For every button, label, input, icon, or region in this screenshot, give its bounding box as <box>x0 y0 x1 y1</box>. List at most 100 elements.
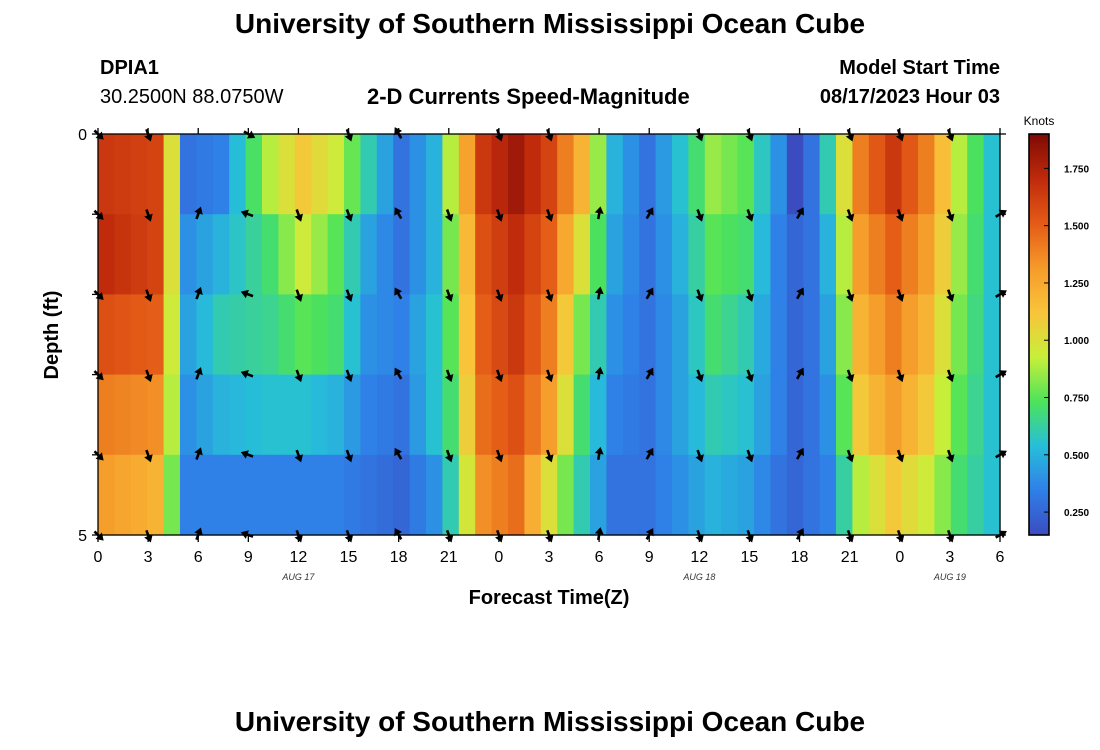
heatmap-cell <box>540 454 558 536</box>
heatmap-cell <box>475 374 493 456</box>
heatmap-cell <box>590 294 607 376</box>
y-axis-label: Depth (ft) <box>41 291 63 380</box>
heatmap-cell <box>147 294 165 376</box>
heatmap-cell <box>852 454 870 536</box>
current-arrow <box>194 367 203 380</box>
heatmap-cell <box>557 454 575 536</box>
heatmap-cell <box>688 134 706 215</box>
heatmap-cell <box>672 454 689 536</box>
heatmap-cell <box>672 294 689 376</box>
heatmap-cell <box>721 374 739 456</box>
current-arrow <box>344 209 354 222</box>
heatmap-cell <box>458 374 476 456</box>
footer-title: University of Southern Mississippi Ocean… <box>234 706 866 737</box>
heatmap-cell <box>311 294 329 376</box>
heatmap-cell <box>918 214 935 295</box>
heatmap-cell <box>229 294 247 376</box>
heatmap-cell <box>983 214 1001 295</box>
heatmap-cell <box>803 214 821 295</box>
heatmap-cell <box>754 134 771 215</box>
current-arrow <box>240 289 254 299</box>
heatmap-cell <box>114 214 132 295</box>
current-arrow <box>695 369 704 383</box>
heatmap-cell <box>114 454 132 536</box>
current-arrow <box>194 206 203 220</box>
heatmap-cell <box>508 134 525 215</box>
heatmap-cell <box>327 134 345 215</box>
heatmap-cell <box>344 214 361 295</box>
current-arrow <box>495 449 504 463</box>
heatmap-cell <box>344 374 361 456</box>
heatmap-cell <box>278 134 296 215</box>
heatmap-cell <box>245 454 263 536</box>
heatmap-cell <box>409 134 427 215</box>
current-arrow <box>895 209 905 222</box>
heatmap-cell <box>639 214 657 295</box>
colorbar-tick-label: 0.750 <box>1064 394 1089 405</box>
current-arrow <box>645 367 654 380</box>
heatmap-cell <box>196 134 214 215</box>
heatmap-cell <box>967 134 985 215</box>
heatmap-cell <box>426 214 443 295</box>
heatmap-cell <box>294 454 312 536</box>
heatmap-cell <box>852 134 870 215</box>
heatmap-cell <box>590 374 607 456</box>
heatmap-cell <box>163 454 181 536</box>
heatmap-cell <box>327 454 345 536</box>
heatmap-cell <box>770 454 788 536</box>
heatmap-cell <box>983 374 1001 456</box>
heatmap-cell <box>868 294 886 376</box>
heatmap-cell <box>754 454 771 536</box>
current-arrow <box>394 287 403 300</box>
heatmap-cell <box>426 374 443 456</box>
heatmap-cell <box>688 374 706 456</box>
heatmap-cell <box>163 374 181 456</box>
heatmap-cell <box>130 374 148 456</box>
heatmap-cell <box>262 134 279 215</box>
current-arrow <box>294 209 303 222</box>
heatmap-cell <box>721 294 739 376</box>
current-arrow <box>545 449 554 463</box>
heatmap-cell <box>524 214 542 295</box>
x-axis-ticks: 0 3 6 9 12 15 18 21 0 3 6 9 12 15 18 21 0 3 6 AUG 17 AUG 18 A… <box>94 128 1005 582</box>
heatmap-cell <box>278 214 296 295</box>
heatmap-cell <box>393 294 411 376</box>
current-arrow <box>144 289 153 302</box>
current-arrow <box>895 449 905 463</box>
x-tick-label: 3 <box>144 549 153 566</box>
heatmap-cell <box>590 214 607 295</box>
x-tick-label: 3 <box>945 549 954 566</box>
colorbar-tick-label: 0.250 <box>1064 508 1089 519</box>
heatmap-cell <box>590 454 607 536</box>
current-arrow <box>444 289 454 302</box>
current-arrow <box>240 450 254 459</box>
heatmap-cell <box>655 454 673 536</box>
heatmap-cell <box>557 134 575 215</box>
x-tick-label: 15 <box>741 549 759 566</box>
model-start-time: 08/17/2023 Hour 03 <box>819 86 1000 108</box>
heatmap-cell <box>704 214 722 295</box>
heatmap-cell <box>721 134 739 215</box>
current-arrow <box>444 449 454 463</box>
heatmap-cell <box>901 294 919 376</box>
heatmap-cell <box>245 374 263 456</box>
heatmap-cell <box>245 294 263 376</box>
current-arrow <box>545 369 554 383</box>
heatmap-cell <box>885 374 903 456</box>
heatmap-cell <box>770 134 788 215</box>
heatmap-cell <box>606 134 624 215</box>
heatmap-cell <box>557 214 575 295</box>
heatmap-cell <box>163 214 181 295</box>
heatmap-cell <box>212 294 230 376</box>
heatmap-cell <box>475 134 493 215</box>
heatmap-cell <box>229 214 247 295</box>
heatmap-cell <box>327 294 345 376</box>
heatmap-cell <box>540 134 558 215</box>
current-arrow <box>444 209 454 222</box>
current-arrow <box>895 369 905 383</box>
heatmap-cell <box>147 214 165 295</box>
heatmap-cell <box>344 134 361 215</box>
heatmap-cell <box>901 454 919 536</box>
heatmap-cell <box>622 214 640 295</box>
heatmap-cell <box>852 374 870 456</box>
